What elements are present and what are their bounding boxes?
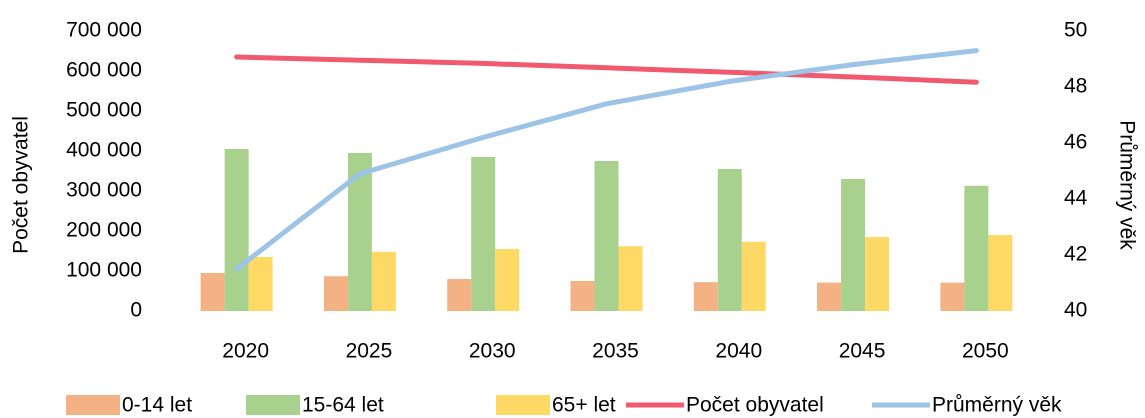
y2-tick-label: 48 — [1064, 75, 1087, 98]
bar — [717, 169, 742, 311]
bar — [371, 251, 396, 311]
y2-tick-label: 42 — [1064, 243, 1087, 266]
y-tick-label: 600 000 — [66, 59, 142, 82]
legend-swatch — [246, 395, 300, 415]
bar — [817, 282, 842, 311]
legend-label: 65+ let — [552, 394, 616, 417]
x-tick-label: 2040 — [715, 340, 762, 363]
legend-label: 0-14 let — [122, 394, 192, 417]
bar — [471, 157, 496, 311]
bar — [200, 273, 225, 311]
legend-swatch — [66, 395, 120, 415]
bar — [248, 257, 273, 311]
x-tick-label: 2020 — [222, 340, 269, 363]
bar — [323, 276, 348, 311]
line — [234, 54, 979, 85]
y-tick-label: 300 000 — [66, 179, 142, 202]
y-tick-label: 500 000 — [66, 99, 142, 122]
legend-label: Počet obyvatel — [686, 394, 824, 417]
x-tick-label: 2035 — [592, 340, 639, 363]
legend-swatch — [496, 395, 550, 415]
y-tick-label: 100 000 — [66, 259, 142, 282]
y2-axis-title: Průměrný věk — [1115, 120, 1138, 250]
x-tick-label: 2050 — [962, 340, 1009, 363]
y-tick-label: 400 000 — [66, 139, 142, 162]
bar — [865, 237, 890, 311]
y-tick-label: 200 000 — [66, 219, 142, 242]
bar — [594, 161, 619, 311]
bar — [940, 282, 965, 311]
legend-label: 15-64 let — [302, 394, 384, 417]
bar — [988, 235, 1013, 311]
y2-tick-label: 44 — [1064, 187, 1088, 210]
bar — [570, 281, 595, 311]
bar — [841, 179, 866, 311]
bar — [224, 149, 249, 311]
y-axis-title: Počet obyvatel — [10, 116, 33, 254]
bar — [964, 185, 989, 311]
bar — [741, 241, 766, 311]
bar — [447, 279, 472, 311]
y-tick-label: 0 — [130, 299, 142, 322]
x-tick-label: 2045 — [839, 340, 886, 363]
x-tick-label: 2030 — [469, 340, 516, 363]
bar — [693, 282, 718, 311]
y2-tick-label: 46 — [1064, 131, 1087, 154]
y2-tick-label: 40 — [1064, 299, 1087, 322]
y2-tick-label: 50 — [1064, 19, 1087, 42]
bar — [495, 249, 520, 311]
x-tick-label: 2025 — [346, 340, 393, 363]
y-tick-label: 700 000 — [66, 19, 142, 42]
bar — [618, 246, 643, 311]
legend-label: Průměrný věk — [932, 394, 1062, 417]
line — [234, 48, 979, 272]
